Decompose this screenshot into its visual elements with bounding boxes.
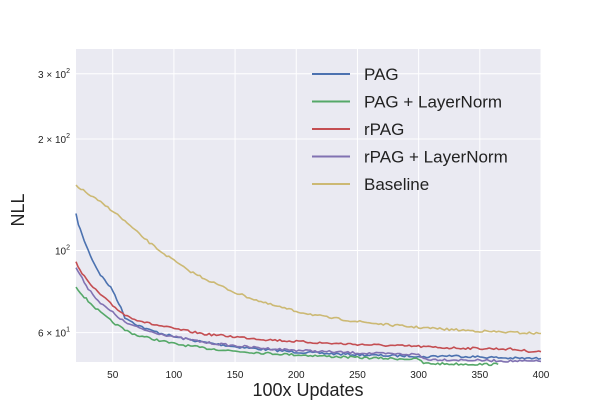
legend-label: Baseline [364,175,429,194]
y-axis-title: NLL [8,193,28,226]
y-tick-exponent: 2 [66,133,70,140]
series-line-rpag [75,261,542,354]
y-tick-exponent: 2 [66,245,70,252]
legend-label: PAG + LayerNorm [364,93,502,112]
x-tick-label: 100 [166,370,183,381]
y-tick-exponent: 2 [66,68,70,75]
y-tick-mantissa: 10 [55,247,67,258]
y-tick-mantissa: 2 × 10 [38,135,67,146]
series-line-rpag-layernorm [75,267,542,363]
series-line-pag-layernorm [75,286,499,367]
plot-area [76,49,541,362]
x-tick-label: 250 [349,370,366,381]
series-line-pag [75,213,542,360]
series-line-baseline [75,184,542,335]
x-tick-label: 400 [533,370,550,381]
y-tick-label: 102 [55,245,70,258]
legend-label: rPAG [364,120,404,139]
legend: PAG PAG + LayerNorm rPAG rPAG + LayerNorm Ba… [312,65,508,194]
y-tick-label: 3 × 102 [38,68,70,81]
x-tick-label: 350 [471,370,488,381]
y-tick-label: 2 × 102 [38,133,70,146]
x-tick-label: 150 [227,370,244,381]
y-tick-label: 6 × 101 [38,327,70,340]
legend-label: PAG [364,65,399,84]
x-tick-label: 50 [107,370,119,381]
y-tick-mantissa: 3 × 10 [38,70,67,81]
y-tick-exponent: 1 [66,327,70,334]
legend-label: rPAG + LayerNorm [364,148,508,167]
x-axis-title: 100x Updates [252,380,363,400]
x-tick-label: 300 [410,370,427,381]
x-tick-label: 200 [288,370,305,381]
y-tick-mantissa: 6 × 10 [38,329,67,340]
